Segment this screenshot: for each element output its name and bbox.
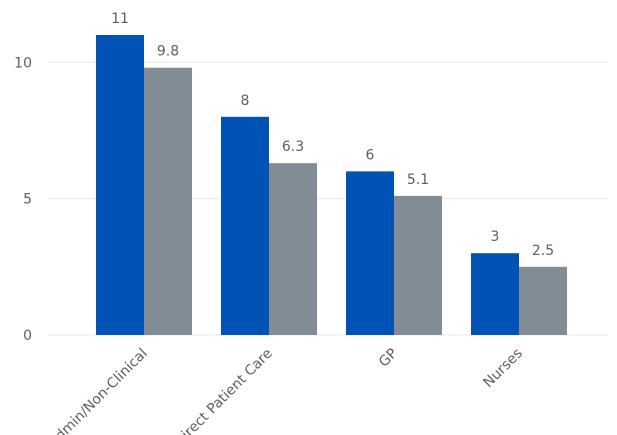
bars — [96, 35, 567, 336]
data-label: 8 — [241, 93, 250, 109]
bar-series-2[interactable] — [394, 195, 442, 335]
bar-series-1[interactable] — [96, 35, 144, 335]
y-tick-label: 10 — [14, 55, 32, 71]
bar-series-1[interactable] — [471, 253, 519, 335]
data-label: 11 — [111, 11, 129, 27]
bar-series-1[interactable] — [221, 116, 269, 336]
data-label: 3 — [491, 229, 500, 245]
bar-series-1[interactable] — [346, 171, 394, 335]
data-label: 6 — [366, 147, 375, 163]
x-category-label: Nurses — [480, 346, 525, 391]
bar-series-2[interactable] — [519, 266, 567, 335]
data-label: 9.8 — [157, 44, 179, 60]
y-tick-label: 5 — [23, 192, 32, 208]
bar-series-2[interactable] — [269, 163, 317, 335]
x-axis-categories: Admin/Non-Clinical Direct Patient Care GP N… — [46, 346, 526, 435]
data-labels: 11 9.8 8 6.3 6 5.1 3 2.5 — [111, 11, 554, 259]
y-tick-label: 0 — [23, 328, 32, 344]
data-label: 5.1 — [407, 172, 429, 188]
data-label: 6.3 — [282, 139, 304, 155]
data-label: 2.5 — [532, 243, 554, 259]
x-category-label: Direct Patient Care — [171, 346, 276, 435]
y-axis-ticks: 0 5 10 — [14, 55, 32, 344]
bar-series-2[interactable] — [144, 67, 192, 336]
x-category-label: Admin/Non-Clinical — [46, 346, 151, 435]
x-category-label: GP — [376, 346, 401, 371]
